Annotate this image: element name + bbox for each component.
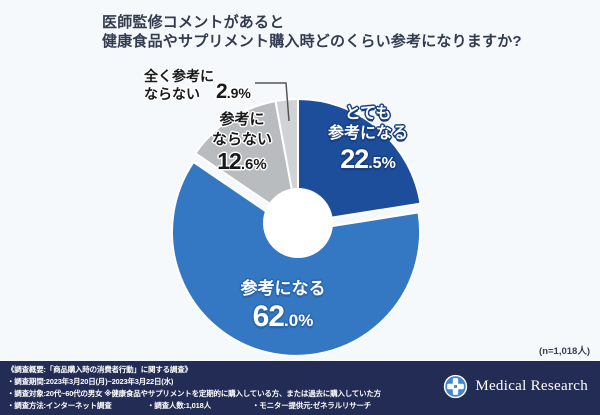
label-text: ならない xyxy=(211,131,272,148)
label-text: とても xyxy=(344,105,392,122)
survey-count: ・調査人数:1,018人 xyxy=(147,401,211,410)
percent-frac: .6% xyxy=(240,156,267,173)
survey-monitor-source: ・モニター提供元:ゼネラルリサーチ xyxy=(252,401,372,410)
label-mattaku-sanko-ni-naranai: 全く参考に ならない xyxy=(144,67,214,103)
chart-title-line1: 医師監修コメントがあると xyxy=(102,14,285,31)
label-sanko-ni-naranai: 参考に ならない 12.6% xyxy=(194,110,290,173)
pie-slice-2 xyxy=(171,161,422,357)
percent-frac: .0% xyxy=(284,311,314,330)
survey-method-row: ・調査方法:インターネット調査 ・調査人数:1,018人 ・モニター提供元:ゼネ… xyxy=(7,400,457,412)
footer-bar: 《調査概要:「商品購入時の消費者行動」に関する調査》 ・調査期間:2023年3月… xyxy=(0,361,600,415)
value-mattaku-percent: 2.9% xyxy=(216,81,251,102)
percent-frac: .5% xyxy=(368,155,396,172)
label-totemo-sanko-ni-naru: とても 参考になる 22.5% xyxy=(318,104,418,173)
percent-int: 62 xyxy=(252,300,285,333)
percent-frac: .9% xyxy=(226,85,251,101)
pie-slice-1 xyxy=(297,98,422,224)
donut-hole xyxy=(263,188,333,258)
percent-int: 2 xyxy=(216,80,228,103)
label-sanko-ni-naru: 参考になる 62.0% xyxy=(227,278,339,332)
survey-method: ・調査方法:インターネット調査 xyxy=(7,401,112,410)
chart-title-line2: 健康食品やサプリメント購入時どのくらい参考になりますか? xyxy=(102,33,522,50)
value-naranai-percent: 12.6% xyxy=(194,150,290,173)
chart-title: 医師監修コメントがあると 健康食品やサプリメント購入時どのくらい参考になりますか… xyxy=(102,13,522,51)
value-totemo-percent: 22.5% xyxy=(318,146,418,173)
survey-overview: 《調査概要:「商品購入時の消費者行動」に関する調査》 ・調査期間:2023年3月… xyxy=(7,364,457,412)
label-text: 参考になる xyxy=(327,125,408,142)
label-text: 参考になる xyxy=(240,279,326,298)
survey-period: ・調査期間:2023年3月20日(月)~2023年3月22日(水) xyxy=(7,377,174,386)
percent-int: 12 xyxy=(217,148,242,174)
label-text: 参考に xyxy=(219,111,265,128)
label-text: ならない xyxy=(144,86,200,102)
logo-text: Medical Research xyxy=(475,378,588,394)
leader-line-2-9-percent xyxy=(255,82,290,122)
survey-target: ・調査対象:20代~60代の男女 ※健康食品やサプリメントを定期的に購入している… xyxy=(7,389,381,398)
survey-overview-title: 《調査概要:「商品購入時の消費者行動」に関する調査》 xyxy=(7,365,192,374)
percent-int: 22 xyxy=(340,144,369,174)
value-sanko-percent: 62.0% xyxy=(227,302,339,332)
sample-size-note: (n=1,018人) xyxy=(539,346,590,357)
medical-cross-icon xyxy=(444,374,468,399)
pie-slices xyxy=(171,98,422,357)
medical-research-logo: Medical Research xyxy=(443,374,588,399)
pie-slice-3 xyxy=(194,100,299,224)
label-text: 全く参考に xyxy=(144,68,214,84)
